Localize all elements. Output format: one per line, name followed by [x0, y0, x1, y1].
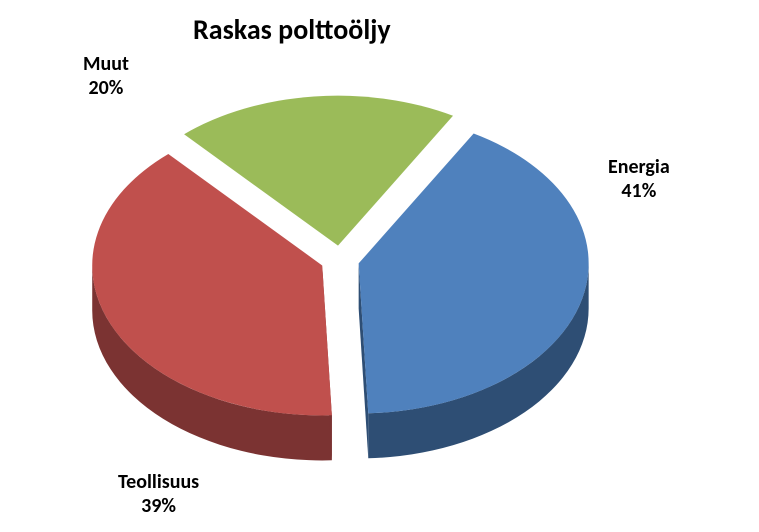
slice-label-energia: Energia41%: [608, 155, 670, 203]
slice-label-name: Energia: [608, 155, 670, 179]
slice-label-muut: Muut20%: [83, 52, 129, 100]
pie-chart-container: Raskas polttoöljy Energia41%Teollisuus39…: [0, 0, 759, 532]
slice-label-pct: 41%: [608, 179, 670, 203]
slice-label-pct: 39%: [118, 494, 199, 518]
slice-label-name: Teollisuus: [118, 470, 199, 494]
slice-label-teollisuus: Teollisuus39%: [118, 470, 199, 518]
slice-label-name: Muut: [83, 52, 129, 76]
slice-label-pct: 20%: [83, 76, 129, 100]
